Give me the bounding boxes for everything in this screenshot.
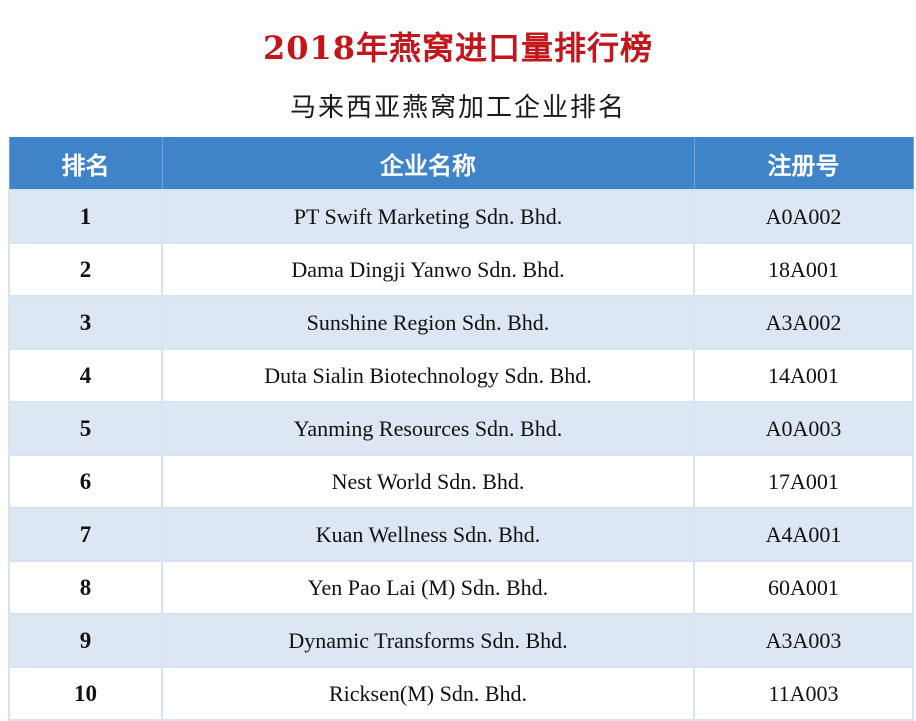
- company-name-cell: Ricksen(M) Sdn. Bhd.: [161, 666, 695, 721]
- table-row: 1 PT Swift Marketing Sdn. Bhd. A0A002: [8, 189, 914, 244]
- table-header: 排名 企业名称 注册号: [8, 137, 914, 190]
- page-title: 2018年燕窝进口量排行榜: [262, 29, 654, 67]
- rank-cell: 9: [8, 613, 163, 668]
- company-name-cell: Nest World Sdn. Bhd.: [161, 454, 695, 509]
- rank-cell: 1: [8, 189, 163, 244]
- header-rank: 排名: [8, 137, 163, 190]
- registration-number-cell: A3A003: [693, 613, 914, 668]
- ranking-table: 排名 企业名称 注册号 1 PT Swift Marketing Sdn. Bh…: [8, 137, 914, 721]
- table-row: 6 Nest World Sdn. Bhd. 17A001: [8, 454, 914, 509]
- registration-number-cell: 18A001: [693, 242, 914, 297]
- company-name-cell: Kuan Wellness Sdn. Bhd.: [161, 507, 695, 562]
- rank-cell: 8: [8, 560, 163, 615]
- table-body: 1 PT Swift Marketing Sdn. Bhd. A0A002 2 …: [8, 189, 914, 721]
- company-name-cell: Dynamic Transforms Sdn. Bhd.: [161, 613, 695, 668]
- registration-number-cell: A0A002: [693, 189, 914, 244]
- company-name-cell: Dama Dingji Yanwo Sdn. Bhd.: [161, 242, 695, 297]
- company-name-cell: Sunshine Region Sdn. Bhd.: [161, 295, 695, 350]
- registration-number-cell: A0A003: [693, 401, 914, 456]
- rank-cell: 2: [8, 242, 163, 297]
- rank-cell: 7: [8, 507, 163, 562]
- rank-cell: 10: [8, 666, 163, 721]
- table-row: 4 Duta Sialin Biotechnology Sdn. Bhd. 14…: [8, 348, 914, 403]
- header-row: 排名 企业名称 注册号: [8, 137, 914, 190]
- table-row: 10 Ricksen(M) Sdn. Bhd. 11A003: [8, 666, 914, 721]
- table-row: 8 Yen Pao Lai (M) Sdn. Bhd. 60A001: [8, 560, 914, 615]
- registration-number-cell: 17A001: [693, 454, 914, 509]
- rank-cell: 5: [8, 401, 163, 456]
- table-row: 2 Dama Dingji Yanwo Sdn. Bhd. 18A001: [8, 242, 914, 297]
- rank-cell: 4: [8, 348, 163, 403]
- table-row: 3 Sunshine Region Sdn. Bhd. A3A002: [8, 295, 914, 350]
- registration-number-cell: A3A002: [693, 295, 914, 350]
- registration-number-cell: 14A001: [693, 348, 914, 403]
- registration-number-cell: A4A001: [693, 507, 914, 562]
- registration-number-cell: 60A001: [693, 560, 914, 615]
- rank-cell: 3: [8, 295, 163, 350]
- table-row: 5 Yanming Resources Sdn. Bhd. A0A003: [8, 401, 914, 456]
- header-company-name: 企业名称: [161, 137, 695, 190]
- registration-number-cell: 11A003: [693, 666, 914, 721]
- company-name-cell: Duta Sialin Biotechnology Sdn. Bhd.: [161, 348, 695, 403]
- header-registration-number: 注册号: [693, 137, 914, 190]
- rank-cell: 6: [8, 454, 163, 509]
- company-name-cell: Yanming Resources Sdn. Bhd.: [161, 401, 695, 456]
- page-subtitle: 马来西亚燕窝加工企业排名: [289, 93, 626, 123]
- table-row: 9 Dynamic Transforms Sdn. Bhd. A3A003: [8, 613, 914, 668]
- company-name-cell: PT Swift Marketing Sdn. Bhd.: [161, 189, 695, 244]
- company-name-cell: Yen Pao Lai (M) Sdn. Bhd.: [161, 560, 695, 615]
- table-row: 7 Kuan Wellness Sdn. Bhd. A4A001: [8, 507, 914, 562]
